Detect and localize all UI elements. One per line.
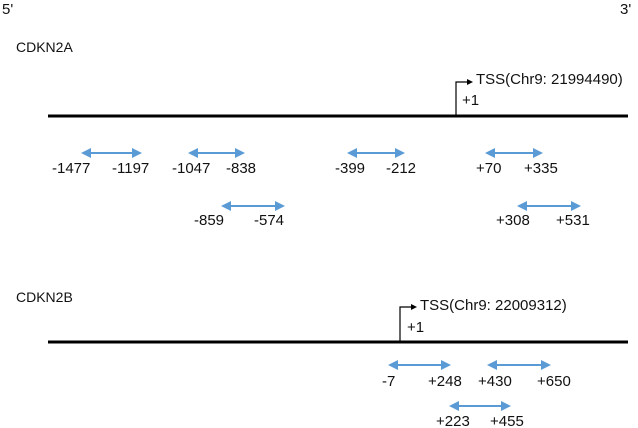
amplicon-end-label: +455: [490, 413, 524, 428]
tss-label-cdkn2b: TSS(Chr9: 22009312): [420, 297, 567, 314]
amplicon-end-label: +248: [428, 373, 462, 390]
amplicon-end-label: -1197: [112, 160, 150, 177]
amplicon-start-label: -7: [382, 373, 396, 390]
tss-arrow-cdkn2a: [455, 79, 473, 116]
tss-position-cdkn2a: +1: [462, 92, 480, 109]
five-prime-label: 5': [2, 1, 14, 18]
amplicon-start-label: +223: [436, 413, 470, 428]
tss-position-cdkn2b: +1: [407, 319, 425, 336]
gene-name-cdkn2a: CDKN2A: [16, 39, 73, 55]
amplicon-start-label: -1477: [52, 160, 91, 177]
amplicon-end-label: -212: [386, 160, 417, 177]
amplicon-start-label: -859: [194, 212, 225, 229]
amplicon-end-label: +531: [556, 212, 590, 229]
amplicon-start-label: -1047: [172, 160, 211, 177]
amplicon-start-label: -399: [335, 160, 366, 177]
three-prime-label: 3': [620, 1, 632, 18]
amplicon-end-label: -838: [226, 160, 257, 177]
gene-name-cdkn2b: CDKN2B: [16, 289, 73, 305]
amplicon-start-label: +308: [496, 212, 530, 229]
amplicon-start-label: +430: [478, 373, 512, 390]
amplicon-end-label: +650: [537, 373, 571, 390]
amplicon-end-label: -574: [254, 212, 285, 229]
amplicon-end-label: +335: [524, 160, 558, 177]
tss-label-cdkn2a: TSS(Chr9: 21994490): [476, 71, 623, 88]
tss-arrow-cdkn2b: [399, 304, 417, 342]
amplicon-start-label: +70: [476, 160, 502, 177]
